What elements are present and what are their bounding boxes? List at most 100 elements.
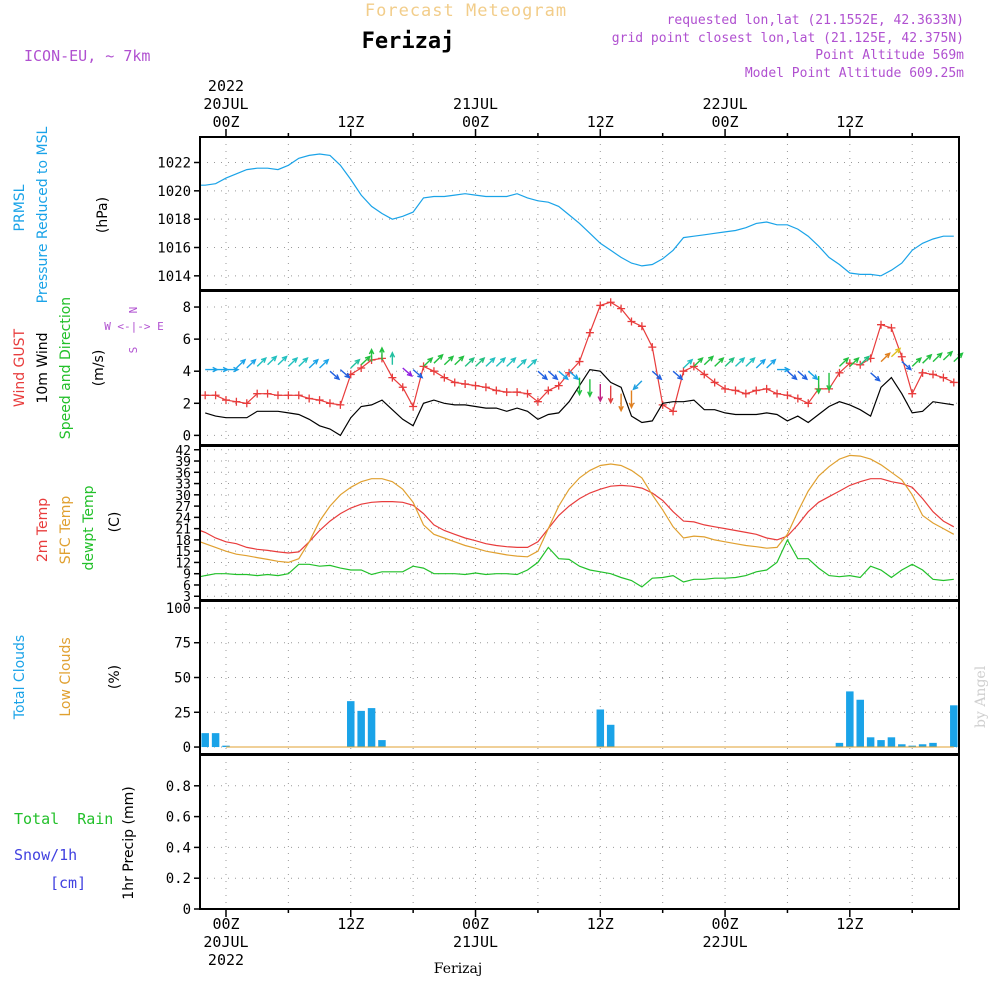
gust-marker [221, 396, 230, 405]
gust-marker [502, 388, 511, 397]
wind-direction-arrow [724, 357, 735, 367]
gust-marker [679, 367, 688, 376]
wind-direction-arrow [890, 347, 902, 358]
top-time-label: 00Z [462, 113, 489, 131]
wind-ytick-label: 2 [183, 396, 191, 412]
gust-marker [388, 373, 397, 382]
wind-direction-arrow [942, 350, 954, 361]
wind-direction-arrow [277, 355, 288, 366]
gust-marker [305, 394, 314, 403]
wind-direction-arrow [807, 370, 819, 381]
pressure-ytick-label: 1016 [157, 241, 191, 257]
wind-direction-arrow [628, 390, 635, 410]
top-time-label: 12Z [337, 113, 364, 131]
gust-marker [398, 383, 407, 392]
gust-marker [700, 370, 709, 379]
wind-direction-arrow [454, 355, 465, 366]
gust-marker [783, 391, 792, 400]
precip-ytick-label: 0.6 [166, 810, 191, 826]
gust-marker [804, 399, 813, 408]
compass-s: S [127, 347, 140, 354]
compass-we: W <-|-> E [104, 320, 164, 333]
wind-direction-arrow [256, 357, 267, 367]
wind-direction-arrow [287, 357, 299, 367]
precip-panel: 0 0.2 0.4 0.6 0.8 [166, 754, 960, 918]
wind-direction-arrow [433, 353, 444, 364]
wind-direction-arrow [379, 346, 385, 360]
chart-panels: 1014101610181020102202468369121518212427… [157, 136, 964, 918]
precip-ytick-label: 0 [183, 902, 191, 918]
temperature-ytick-label: 6 [183, 579, 191, 594]
wind-direction-arrow [485, 357, 496, 367]
gust-marker [336, 400, 345, 409]
wind-direction-arrow [568, 370, 580, 381]
gust-marker [877, 320, 886, 329]
gust-marker [429, 367, 438, 376]
gust-marker [752, 386, 761, 395]
wind-direction-arrow [797, 370, 809, 381]
gust-marker [929, 370, 938, 379]
wind-direction-arrow [618, 393, 624, 413]
wind-ytick-label: 6 [183, 332, 191, 348]
cloud-bar [887, 737, 896, 748]
gust-marker [856, 360, 865, 369]
pressure-frame [199, 136, 960, 291]
wind-direction-arrow [880, 352, 891, 363]
total-rain-label: Total Rain [14, 810, 113, 828]
wind-direction-arrow [826, 372, 832, 392]
wind-direction-arrow [308, 358, 319, 369]
wind-direction-arrow [368, 347, 375, 362]
sfc-temp-label: SFC Temp [58, 496, 74, 565]
gust-marker [440, 373, 449, 382]
cloud-bar [846, 691, 854, 748]
gust-marker [731, 386, 740, 395]
wind-direction-arrow [412, 369, 424, 379]
bottom-time-label: 20JUL [203, 933, 248, 951]
gust-marker [741, 389, 750, 398]
cloud-bar [357, 710, 365, 748]
wind-direction-arrow [734, 357, 746, 367]
wind-ytick-label: 4 [183, 364, 191, 380]
location-title: Ferizaj [362, 29, 455, 54]
wind-direction-arrow [495, 357, 507, 367]
credit-watermark: by Angel [973, 665, 989, 728]
temp2m-label: 2m Temp [35, 498, 51, 562]
wind-panel: 0 2 4 6 8 [183, 290, 964, 446]
gust-marker [232, 397, 241, 406]
prmsl-label: PRMSL [12, 184, 28, 231]
bottom-time-label: 00Z [212, 915, 239, 933]
precip-frame [199, 754, 960, 910]
wind-direction-arrow [755, 358, 767, 369]
snow-label: Snow/1h [14, 846, 77, 864]
clouds-ytick-label: 0 [183, 740, 191, 756]
temp-unit: (C) [107, 512, 123, 533]
wind-direction-arrow [547, 370, 559, 381]
gust-marker [793, 394, 802, 403]
wind-axis-labels: Wind GUST 10m Wind Speed and Direction (… [12, 297, 164, 439]
wind-ytick-label: 0 [183, 428, 191, 444]
wind-direction-arrow [527, 358, 538, 369]
gust-marker [575, 357, 584, 366]
cloud-bar [596, 709, 605, 748]
gust-marker [949, 378, 958, 387]
wind-direction-arrow [506, 357, 517, 367]
gust-marker [606, 298, 615, 307]
clouds-ytick-label: 25 [174, 705, 191, 721]
clouds-panel: 0 25 50 75 100 [166, 600, 960, 756]
gust-marker [554, 381, 563, 390]
gust-marker [253, 389, 262, 398]
cloud-bar [222, 745, 230, 748]
wind-direction-arrow [870, 372, 881, 382]
speed-dir-label: Speed and Direction [58, 297, 74, 439]
wind-direction-arrow [339, 369, 351, 379]
wind-unit: (m/s) [91, 350, 107, 387]
temperature-ytick-label: 24 [175, 511, 191, 526]
wind-direction-arrow [423, 357, 434, 367]
bottom-time-label: 2022 [208, 951, 244, 969]
wind-direction-arrow [849, 357, 860, 367]
grid-point-coords: grid point closest lon,lat (21.125E, 42.… [612, 31, 964, 46]
wind-direction-arrow [597, 384, 604, 403]
bottom-time-label: 00Z [712, 915, 739, 933]
wind-direction-arrow [389, 351, 396, 365]
